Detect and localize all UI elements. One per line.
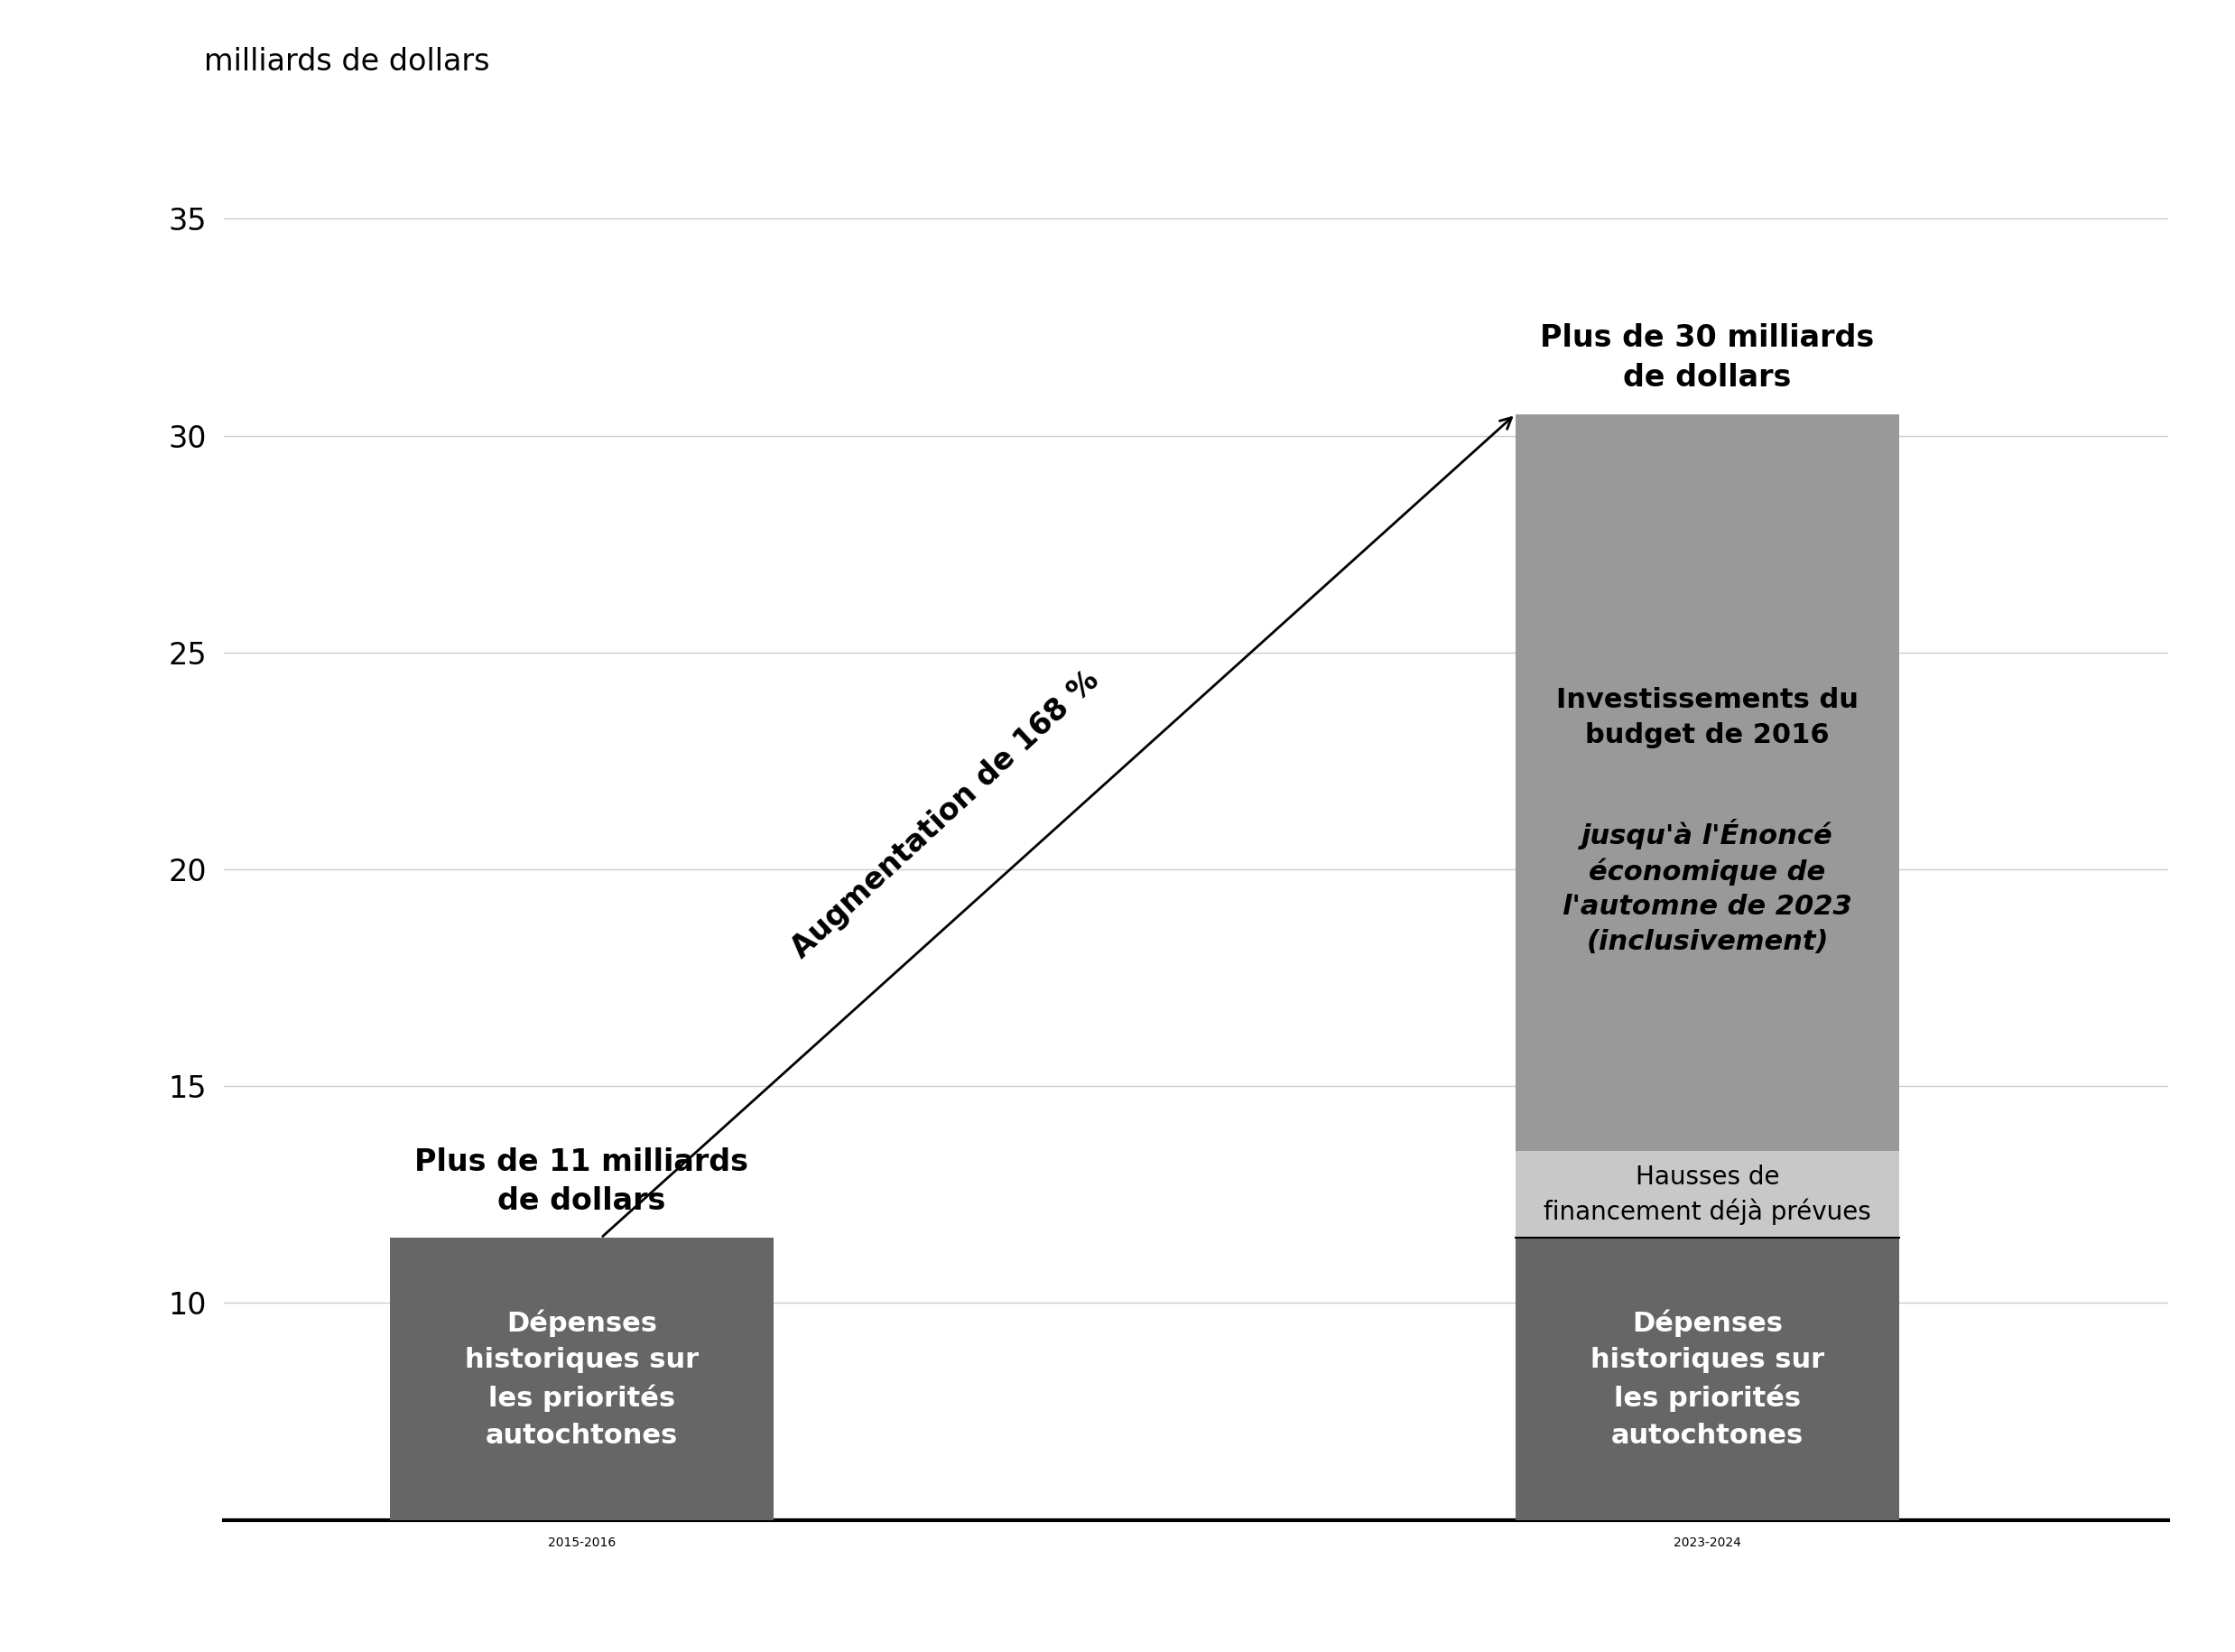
- Text: Investissements du
budget de 2016: Investissements du budget de 2016: [1556, 687, 1860, 748]
- Text: Dépenses
historiques sur
les priorités
autochtones: Dépenses historiques sur les priorités a…: [1591, 1310, 1824, 1449]
- Bar: [389, 1237, 773, 1520]
- Bar: [1515, 1151, 1900, 1237]
- Text: Hausses de
financement déjà prévues: Hausses de financement déjà prévues: [1544, 1165, 1871, 1224]
- Text: Dépenses
historiques sur
les priorités
autochtones: Dépenses historiques sur les priorités a…: [465, 1310, 700, 1449]
- Text: jusqu'à l'Énoncé
économique de
l'automne de 2023
(inclusivement): jusqu'à l'Énoncé économique de l'automne…: [1562, 748, 1853, 955]
- Text: milliards de dollars: milliards de dollars: [203, 46, 489, 76]
- Bar: [1515, 415, 1900, 1151]
- Text: Augmentation de 168 %: Augmentation de 168 %: [787, 666, 1106, 965]
- Text: Plus de 30 milliards
de dollars: Plus de 30 milliards de dollars: [1540, 324, 1875, 392]
- Text: Plus de 11 milliards
de dollars: Plus de 11 milliards de dollars: [416, 1148, 749, 1216]
- Bar: [1515, 1237, 1900, 1520]
